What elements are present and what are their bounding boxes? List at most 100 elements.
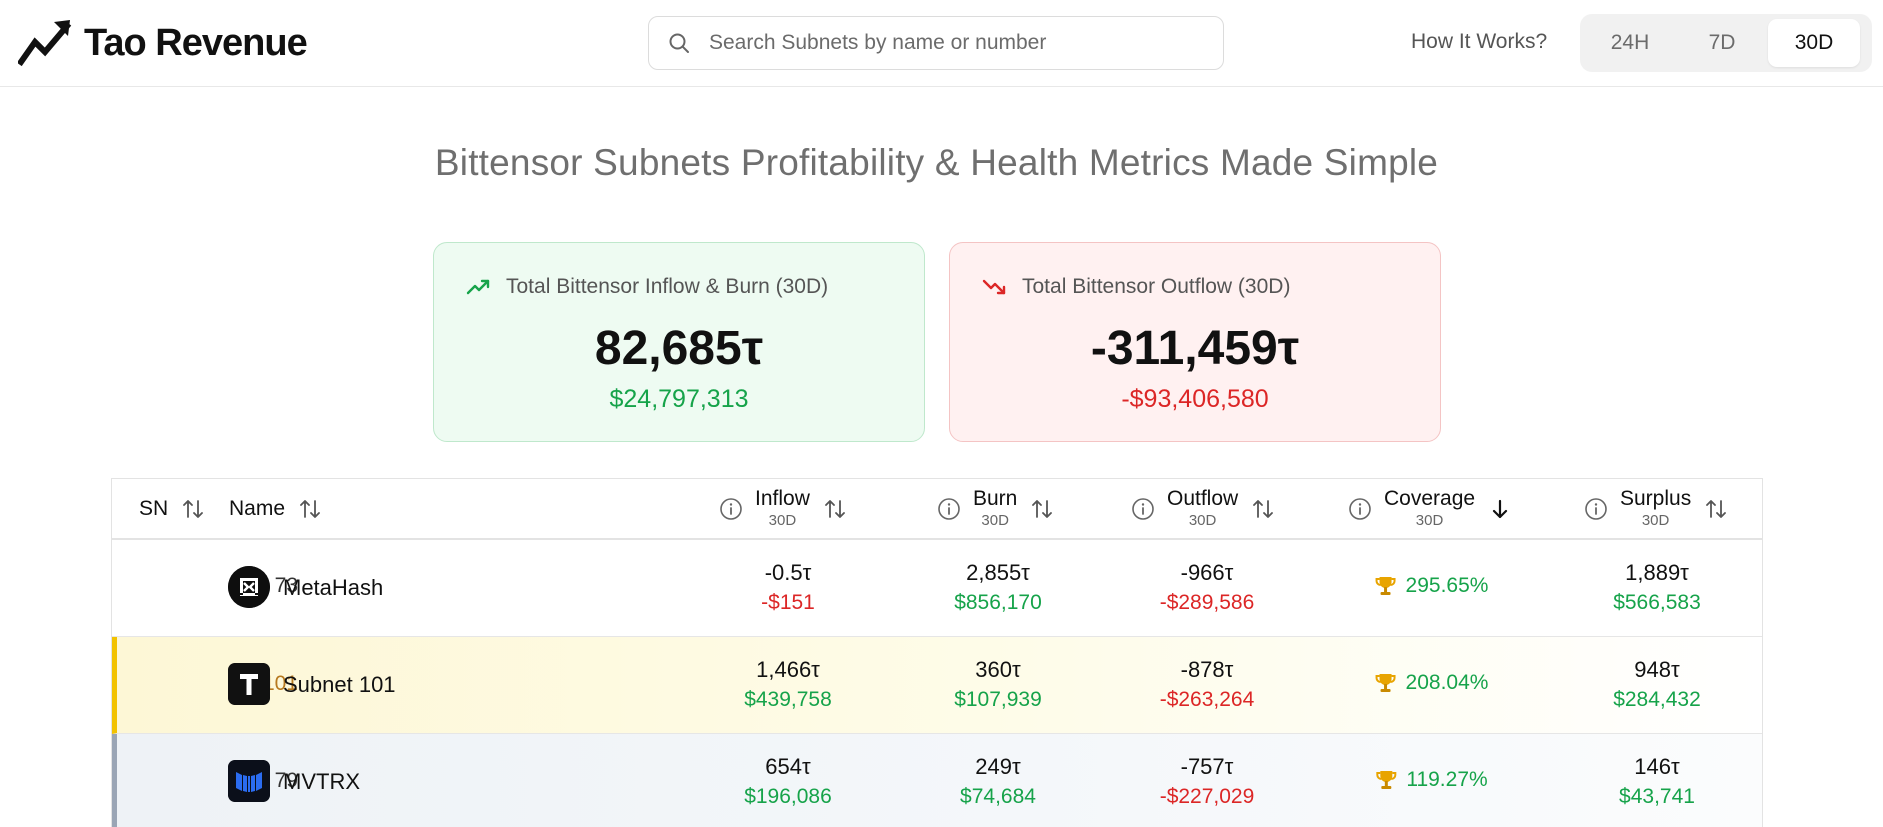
subnet-number-value: 101 <box>262 672 298 695</box>
search-box[interactable] <box>648 16 1224 70</box>
name-header-label: Name <box>229 496 286 520</box>
outflow-usd: -$227,029 <box>1159 785 1255 808</box>
inflow-cell: 1,466τ $439,758 <box>744 655 832 715</box>
outflow-header-label: Outflow <box>1167 487 1239 511</box>
inflow-cell: 654τ $196,086 <box>744 752 832 812</box>
sn-column-header[interactable]: SN <box>139 479 204 538</box>
outflow-cell: -757τ -$227,029 <box>1160 752 1255 812</box>
search-icon <box>669 33 689 53</box>
subnet-name[interactable]: MetaHash <box>283 575 384 600</box>
sort-descending-icon[interactable] <box>1489 498 1511 520</box>
sn-header-label: SN <box>139 496 169 520</box>
inflow-header-label: Inflow <box>755 487 810 511</box>
info-icon[interactable] <box>1348 497 1372 521</box>
outflow-cell: -966τ -$289,586 <box>1160 558 1255 618</box>
outflow-card-usd: -$93,406,580 <box>1121 385 1269 413</box>
logo[interactable]: Tao Revenue <box>18 18 308 68</box>
period-selector: 24H 7D 30D <box>1580 14 1872 72</box>
burn-cell: 2,855τ $856,170 <box>954 558 1042 618</box>
burn-column-header[interactable]: Burn 30D <box>937 479 1053 538</box>
subnet-name[interactable]: Subnet 101 <box>283 672 396 697</box>
surplus-cell: 146τ $43,741 <box>1619 752 1695 812</box>
metahash-logo <box>228 566 270 608</box>
table-row[interactable]: 2 79 MVTRX 654τ $196,086 249τ $74,684 -7… <box>112 734 1762 827</box>
outflow-header-period: 30D <box>1188 512 1217 530</box>
trophy-icon <box>1375 674 1396 692</box>
trending-down-icon <box>982 279 1006 295</box>
coverage-cell: 208.04% <box>1374 671 1489 695</box>
inflow-card-value: 82,685τ <box>594 322 764 375</box>
coverage-value: 119.27% <box>1406 768 1488 791</box>
inflow-card-usd: $24,797,313 <box>609 385 749 413</box>
inflow-usd: $439,758 <box>744 688 832 711</box>
table-row[interactable]: 73 MetaHash -0.5τ -$151 2,855τ $856,170 … <box>112 540 1762 637</box>
outflow-card-value: -311,459τ <box>1090 322 1300 375</box>
outflow-tao: -757τ <box>1180 754 1234 779</box>
surplus-cell: 948τ $284,432 <box>1613 655 1701 715</box>
surplus-header-period: 30D <box>1641 512 1670 530</box>
search-input[interactable] <box>709 31 1189 55</box>
info-icon[interactable] <box>719 497 743 521</box>
trending-up-logo-icon <box>18 20 72 67</box>
outflow-column-header[interactable]: Outflow 30D <box>1131 479 1274 538</box>
how-it-works-link[interactable]: How It Works? <box>1411 30 1548 53</box>
coverage-cell: 295.65% <box>1374 574 1488 598</box>
burn-cell: 360τ $107,939 <box>954 655 1042 715</box>
table-row[interactable]: 1 101 Subnet 101 1,466τ $439,758 360τ $1… <box>112 637 1762 734</box>
sort-arrows-icon[interactable] <box>182 498 204 520</box>
outflow-tao: -878τ <box>1180 657 1234 682</box>
sort-arrows-icon[interactable] <box>824 498 846 520</box>
inflow-tao: -0.5τ <box>764 560 812 585</box>
subnets-table: SN Name Inflow 30D <box>111 478 1763 827</box>
sort-arrows-icon[interactable] <box>1252 498 1274 520</box>
info-icon[interactable] <box>1131 497 1155 521</box>
coverage-value: 208.04% <box>1405 671 1489 694</box>
info-icon[interactable] <box>937 497 961 521</box>
top-header: Tao Revenue How It Works? 24H 7D 30D <box>0 0 1883 87</box>
period-24h-button[interactable]: 24H <box>1610 31 1650 54</box>
burn-header-label: Burn <box>973 487 1018 511</box>
outflow-card-header: Total Bittensor Outflow (30D) <box>982 275 1290 299</box>
burn-tao: 2,855τ <box>966 560 1030 585</box>
inflow-header-period: 30D <box>768 512 797 530</box>
inflow-column-header[interactable]: Inflow 30D <box>719 479 846 538</box>
info-icon[interactable] <box>1584 497 1608 521</box>
outflow-usd: -$289,586 <box>1159 591 1255 614</box>
subnet-name[interactable]: MVTRX <box>283 769 360 794</box>
burn-tao: 360τ <box>975 657 1021 682</box>
inflow-summary-card: Total Bittensor Inflow & Burn (30D) 82,6… <box>433 242 925 442</box>
surplus-usd: $43,741 <box>1619 785 1695 808</box>
subnet-number-value: 73 <box>274 574 298 597</box>
burn-usd: $856,170 <box>954 591 1042 614</box>
outflow-usd: -$263,264 <box>1159 688 1255 711</box>
inflow-card-label: Total Bittensor Inflow & Burn (30D) <box>506 275 829 298</box>
outflow-card-label: Total Bittensor Outflow (30D) <box>1022 275 1291 298</box>
surplus-tao: 1,889τ <box>1625 560 1689 585</box>
sort-arrows-icon[interactable] <box>299 498 321 520</box>
period-30d-button[interactable]: 30D <box>1768 19 1860 67</box>
sort-arrows-icon[interactable] <box>1031 498 1053 520</box>
period-7d-button[interactable]: 7D <box>1708 31 1736 54</box>
trending-up-icon <box>466 279 490 295</box>
inflow-usd: $196,086 <box>744 785 832 808</box>
burn-header-period: 30D <box>981 512 1009 530</box>
burn-tao: 249τ <box>975 754 1021 779</box>
surplus-tao: 948τ <box>1634 657 1680 682</box>
inflow-usd: -$151 <box>761 591 815 614</box>
surplus-column-header[interactable]: Surplus 30D <box>1584 479 1727 538</box>
outflow-tao: -966τ <box>1180 560 1234 585</box>
burn-usd: $74,684 <box>960 785 1036 808</box>
inflow-cell: -0.5τ -$151 <box>761 558 815 618</box>
outflow-summary-card: Total Bittensor Outflow (30D) -311,459τ … <box>949 242 1441 442</box>
coverage-header-period: 30D <box>1415 512 1444 530</box>
coverage-column-header[interactable]: Coverage 30D <box>1348 479 1511 538</box>
sort-arrows-icon[interactable] <box>1705 498 1727 520</box>
mvtrx-logo-icon <box>228 760 270 802</box>
inflow-card-header: Total Bittensor Inflow & Burn (30D) <box>466 275 828 299</box>
surplus-cell: 1,889τ $566,583 <box>1613 558 1701 618</box>
inflow-tao: 1,466τ <box>756 657 820 682</box>
surplus-tao: 146τ <box>1634 754 1680 779</box>
name-column-header[interactable]: Name <box>229 479 321 538</box>
subnet-number-value: 79 <box>274 769 298 792</box>
mvtrx-logo <box>228 760 270 802</box>
